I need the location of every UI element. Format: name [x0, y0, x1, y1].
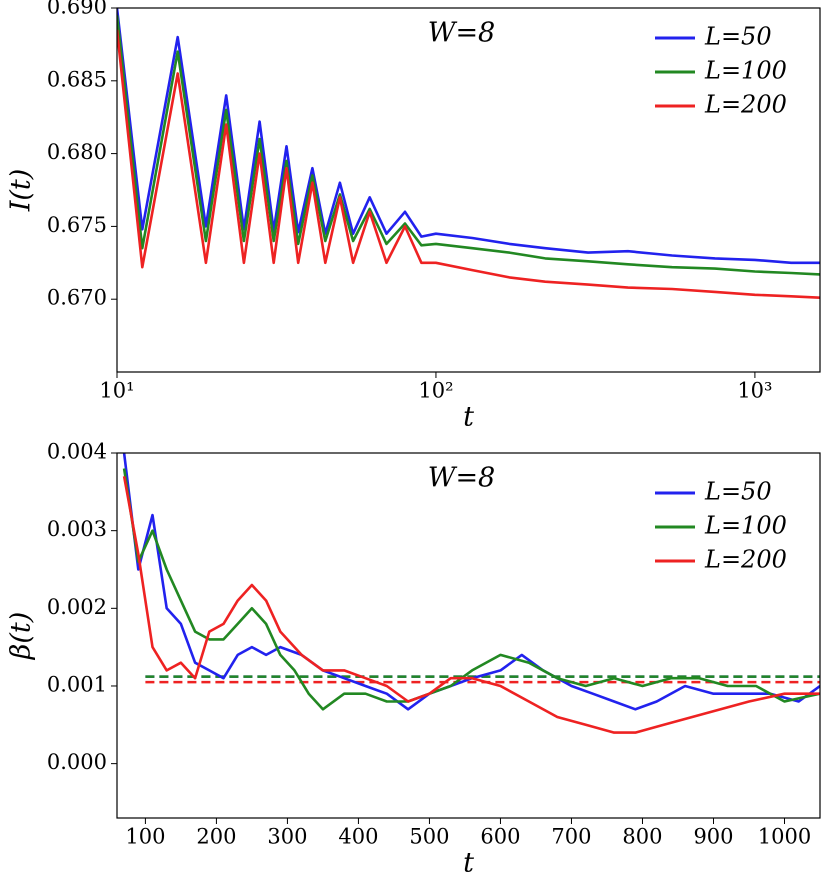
y-tick-label: 0.685	[47, 67, 107, 91]
x-tick-label: 400	[338, 825, 378, 849]
y-tick-label: 0.003	[47, 517, 107, 541]
x-axis-label: t	[463, 848, 474, 879]
x-tick-label: 700	[551, 825, 591, 849]
y-axis-label: β(t)	[6, 612, 37, 661]
x-tick-label: 600	[480, 825, 520, 849]
y-tick-label: 0.690	[47, 0, 107, 19]
legend-label: L=100	[704, 512, 787, 540]
x-tick-label: 200	[196, 825, 236, 849]
x-tick-label: 10¹	[99, 379, 134, 403]
legend-label: L=100	[704, 57, 787, 85]
series-line	[122, 453, 820, 711]
y-tick-label: 0.004	[47, 440, 107, 464]
y-tick-label: 0.002	[47, 595, 107, 619]
series-line	[122, 468, 820, 711]
x-tick-label: 100	[125, 825, 165, 849]
legend-label: L=50	[704, 23, 772, 51]
series-line	[122, 476, 820, 734]
legend-label: L=200	[704, 546, 787, 574]
y-tick-label: 0.000	[47, 750, 107, 774]
axes-frame	[116, 452, 821, 819]
plot-area	[122, 453, 820, 734]
annotation: W=8	[428, 463, 496, 494]
axes-frame	[116, 7, 821, 373]
x-tick-label: 1000	[758, 825, 811, 849]
x-tick-label: 800	[622, 825, 662, 849]
series-line	[117, 15, 820, 276]
x-tick-label: 500	[409, 825, 449, 849]
x-axis-label: t	[463, 402, 474, 433]
y-axis-label: I(t)	[6, 169, 37, 213]
plot-area	[117, 8, 820, 299]
y-tick-label: 0.680	[47, 140, 107, 164]
y-tick-label: 0.670	[47, 286, 107, 310]
y-tick-label: 0.001	[47, 672, 107, 696]
y-tick-label: 0.675	[47, 213, 107, 237]
x-tick-label: 900	[693, 825, 733, 849]
x-tick-label: 300	[267, 825, 307, 849]
legend-label: L=50	[704, 478, 772, 506]
annotation: W=8	[428, 18, 496, 49]
x-tick-label: 10³	[737, 379, 772, 403]
x-tick-label: 10²	[418, 379, 453, 403]
series-line	[117, 29, 820, 299]
series-line	[117, 8, 820, 265]
legend-label: L=200	[704, 91, 787, 119]
